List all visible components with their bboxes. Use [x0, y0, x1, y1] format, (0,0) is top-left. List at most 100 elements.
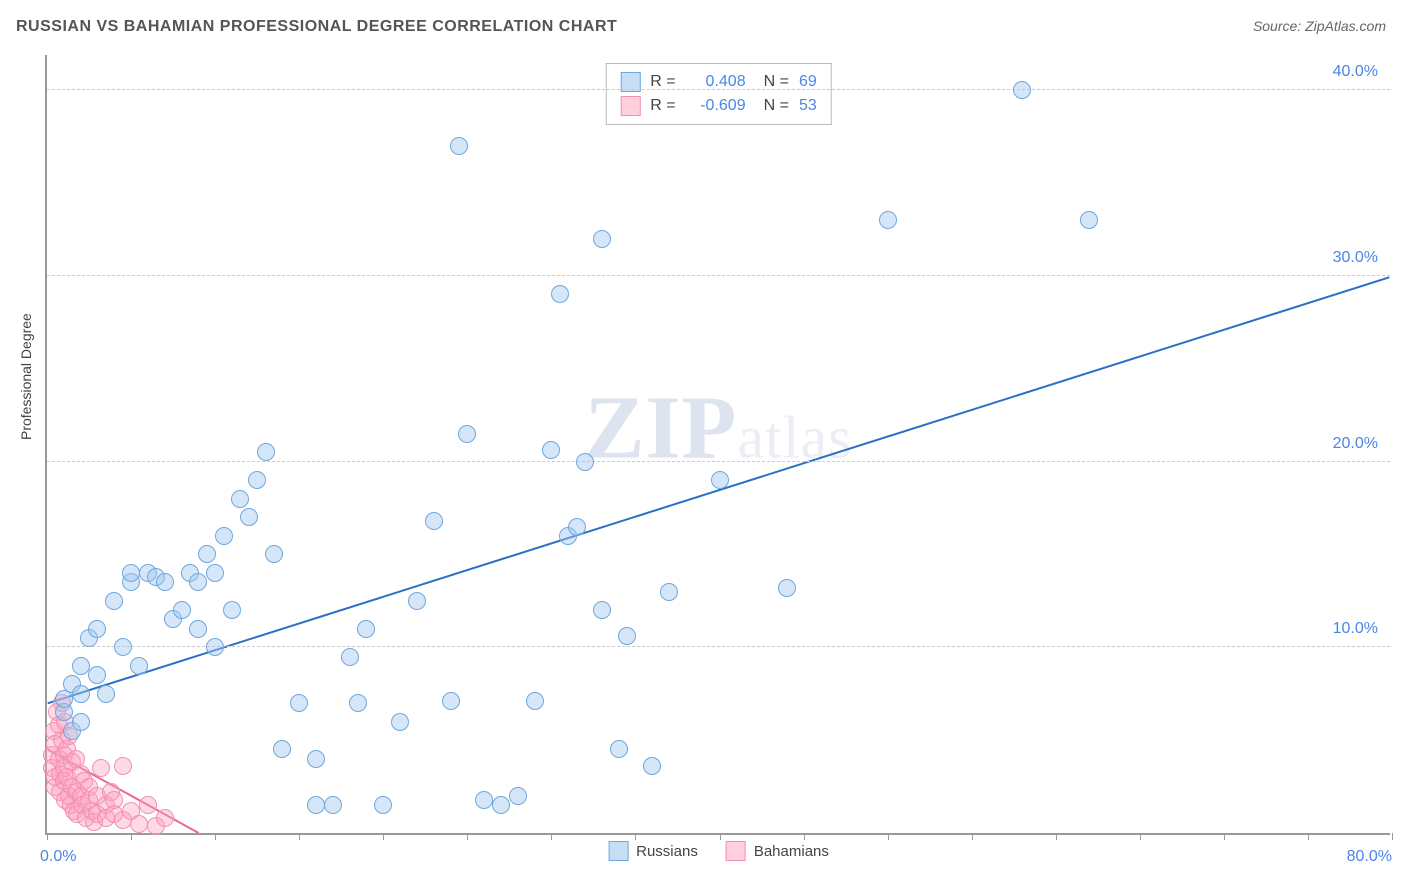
legend-row-russians: R = 0.408 N = 69	[620, 70, 816, 94]
data-point-russian	[1080, 211, 1098, 229]
swatch-pink-icon	[620, 96, 640, 116]
data-point-russian	[551, 285, 569, 303]
x-tick	[1056, 833, 1057, 840]
data-point-russian	[189, 620, 207, 638]
data-point-bahamian	[114, 757, 132, 775]
x-tick-label-min: 0.0%	[40, 848, 76, 866]
data-point-russian	[1013, 81, 1031, 99]
y-tick-label: 40.0%	[1333, 63, 1378, 81]
data-point-russian	[324, 796, 342, 814]
x-tick	[1308, 833, 1309, 840]
data-point-russian	[408, 592, 426, 610]
data-point-russian	[643, 757, 661, 775]
x-tick	[1224, 833, 1225, 840]
x-tick-label-max: 80.0%	[1347, 848, 1392, 866]
data-point-russian	[97, 685, 115, 703]
chart-title: RUSSIAN VS BAHAMIAN PROFESSIONAL DEGREE …	[16, 18, 617, 36]
x-tick	[720, 833, 721, 840]
data-point-russian	[72, 685, 90, 703]
data-point-russian	[542, 441, 560, 459]
data-point-russian	[290, 694, 308, 712]
data-point-russian	[206, 564, 224, 582]
gridline-h	[47, 461, 1390, 462]
data-point-russian	[349, 694, 367, 712]
data-point-russian	[173, 601, 191, 619]
data-point-russian	[114, 638, 132, 656]
data-point-russian	[509, 787, 527, 805]
data-point-russian	[341, 648, 359, 666]
legend-row-bahamians: R = -0.609 N = 53	[620, 94, 816, 118]
data-point-russian	[618, 627, 636, 645]
data-point-russian	[307, 750, 325, 768]
n-label: N =	[764, 94, 789, 118]
y-tick-label: 30.0%	[1333, 249, 1378, 267]
data-point-bahamian	[156, 809, 174, 827]
x-tick	[1140, 833, 1141, 840]
swatch-blue-icon	[608, 841, 628, 861]
data-point-russian	[879, 211, 897, 229]
correlation-legend: R = 0.408 N = 69 R = -0.609 N = 53	[605, 63, 831, 125]
data-point-russian	[122, 564, 140, 582]
series-legend: Russians Bahamians	[608, 841, 829, 861]
gridline-h	[47, 89, 1390, 90]
swatch-pink-icon	[726, 841, 746, 861]
data-point-russian	[374, 796, 392, 814]
trendline	[48, 277, 1390, 703]
data-point-russian	[568, 518, 586, 536]
data-point-russian	[450, 137, 468, 155]
x-tick	[804, 833, 805, 840]
data-point-russian	[223, 601, 241, 619]
legend-label: Bahamians	[754, 843, 829, 860]
data-point-russian	[198, 545, 216, 563]
data-point-russian	[105, 592, 123, 610]
y-tick-label: 10.0%	[1333, 620, 1378, 638]
x-tick	[635, 833, 636, 840]
scatter-plot-area: ZIPatlas R = 0.408 N = 69 R = -0.609 N =…	[45, 55, 1390, 835]
data-point-russian	[660, 583, 678, 601]
n-value: 69	[799, 70, 817, 94]
gridline-h	[47, 275, 1390, 276]
data-point-russian	[88, 666, 106, 684]
x-tick	[551, 833, 552, 840]
data-point-russian	[88, 620, 106, 638]
trendlines-layer	[47, 55, 1390, 833]
r-label: R =	[650, 94, 675, 118]
watermark: ZIPatlas	[585, 377, 853, 480]
gridline-h	[47, 646, 1390, 647]
data-point-russian	[265, 545, 283, 563]
data-point-russian	[391, 713, 409, 731]
data-point-russian	[357, 620, 375, 638]
x-tick	[299, 833, 300, 840]
data-point-russian	[72, 713, 90, 731]
data-point-russian	[240, 508, 258, 526]
x-tick	[131, 833, 132, 840]
legend-item-bahamians: Bahamians	[726, 841, 829, 861]
data-point-russian	[273, 740, 291, 758]
x-tick	[972, 833, 973, 840]
data-point-russian	[425, 512, 443, 530]
n-value: 53	[799, 94, 817, 118]
data-point-russian	[778, 579, 796, 597]
data-point-russian	[526, 692, 544, 710]
data-point-bahamian	[139, 796, 157, 814]
x-tick	[383, 833, 384, 840]
x-tick	[215, 833, 216, 840]
data-point-russian	[458, 425, 476, 443]
x-tick	[467, 833, 468, 840]
legend-item-russians: Russians	[608, 841, 698, 861]
r-value: 0.408	[686, 70, 746, 94]
x-tick	[1392, 833, 1393, 840]
data-point-russian	[189, 573, 207, 591]
data-point-bahamian	[105, 791, 123, 809]
data-point-russian	[492, 796, 510, 814]
x-tick	[888, 833, 889, 840]
data-point-russian	[307, 796, 325, 814]
r-value: -0.609	[686, 94, 746, 118]
data-point-bahamian	[92, 759, 110, 777]
source-attribution: Source: ZipAtlas.com	[1253, 18, 1386, 34]
x-tick	[47, 833, 48, 840]
legend-label: Russians	[636, 843, 698, 860]
data-point-russian	[610, 740, 628, 758]
data-point-bahamian	[130, 815, 148, 833]
data-point-russian	[156, 573, 174, 591]
